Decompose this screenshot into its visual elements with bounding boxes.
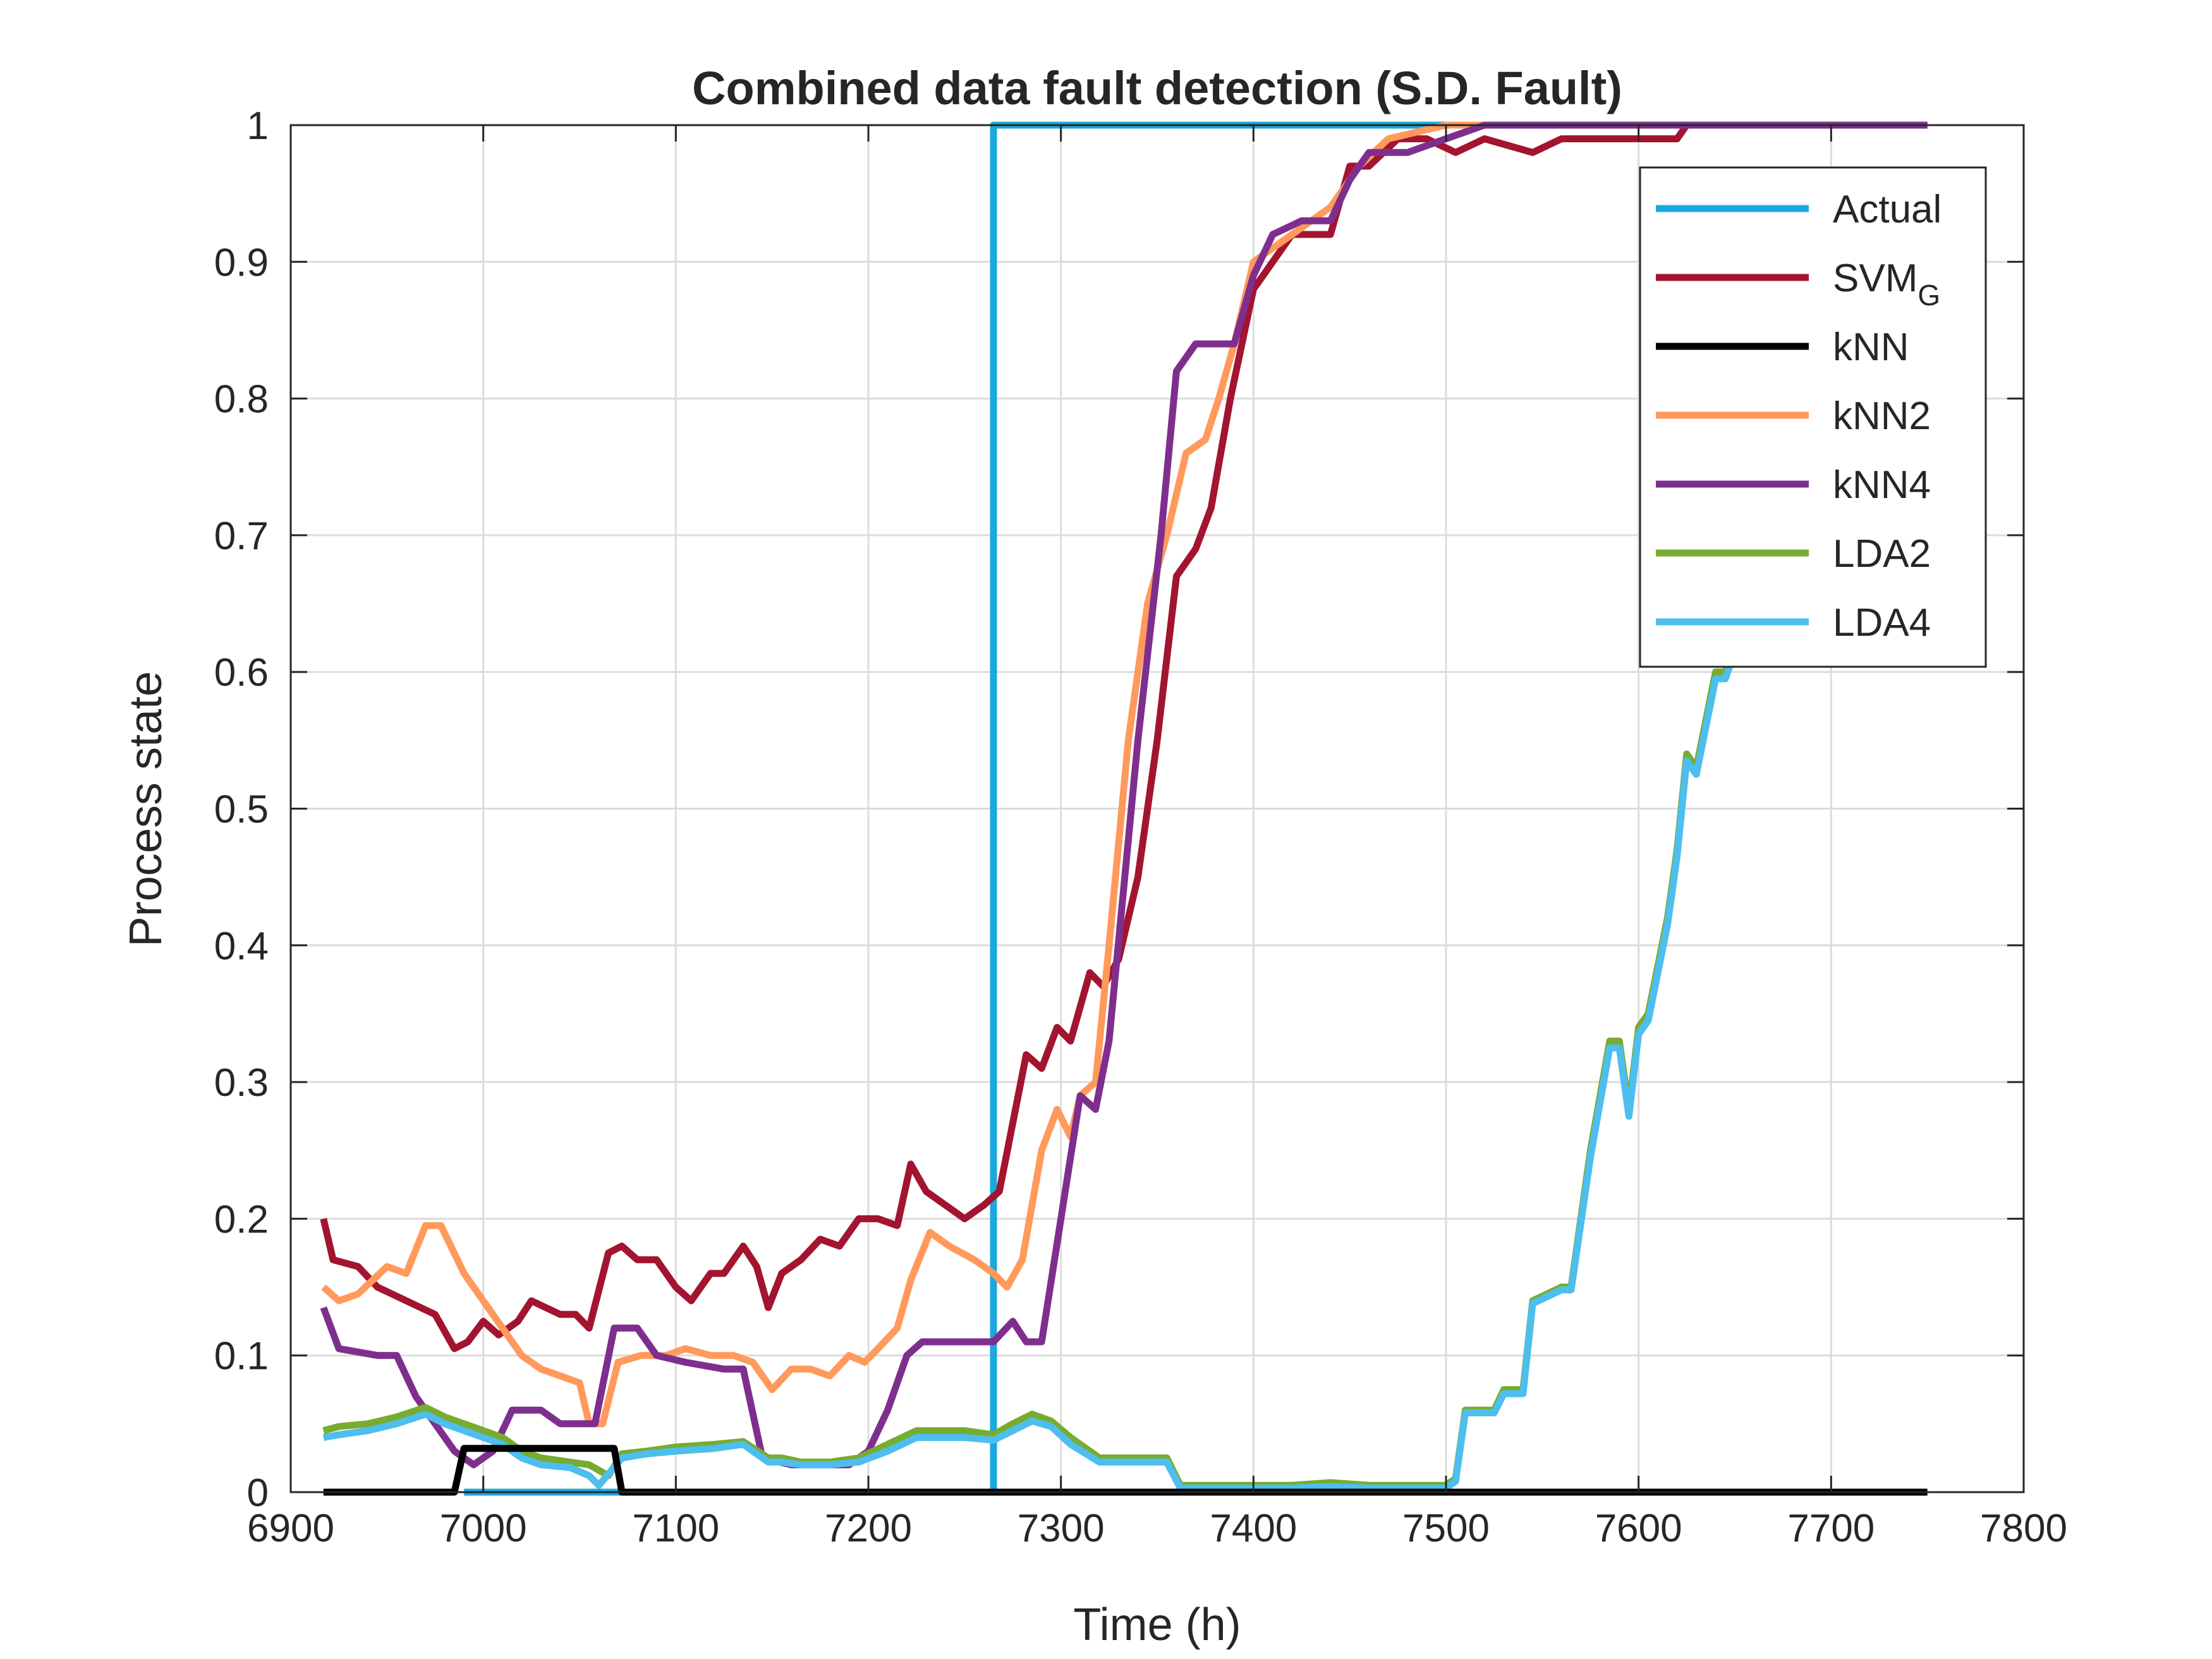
x-tick-label: 7500	[1402, 1507, 1490, 1550]
y-tick-label: 0.4	[214, 925, 269, 968]
legend-label: LDA4	[1833, 601, 1931, 645]
y-tick-label: 0.7	[214, 514, 269, 558]
legend-label-main: LDA4	[1833, 601, 1931, 645]
y-tick-label: 1	[247, 104, 269, 148]
y-tick-label: 0	[247, 1471, 269, 1515]
legend-label-subscript: G	[1917, 279, 1940, 312]
y-tick-label: 0.6	[214, 651, 269, 695]
x-tick-label: 7200	[825, 1507, 912, 1550]
x-tick-label: 7800	[1980, 1507, 2067, 1550]
chart-title: Combined data fault detection (S.D. Faul…	[692, 62, 1622, 114]
x-tick-label: 7000	[440, 1507, 527, 1550]
axis-ticks: 6900 7000 7100 7200 7300 7400 7500 7600 7700 7800…	[214, 104, 2067, 1550]
legend-label-main: kNN2	[1833, 394, 1931, 438]
y-axis-label: Process state	[121, 671, 171, 947]
x-tick-label: 6900	[247, 1507, 334, 1550]
x-tick-label: 7100	[632, 1507, 719, 1550]
legend-label: kNN2	[1833, 394, 1931, 438]
x-tick-label: 7300	[1018, 1507, 1105, 1550]
legend-label: kNN4	[1833, 463, 1931, 507]
series-line-lda4	[322, 650, 1739, 1492]
x-tick-label: 7400	[1210, 1507, 1297, 1550]
legend-label: Actual	[1833, 188, 1942, 231]
legend-label-main: SVM	[1833, 257, 1917, 300]
y-tick-label: 0.2	[214, 1198, 269, 1241]
y-tick-label: 0.1	[214, 1335, 269, 1378]
legend-label-main: kNN4	[1833, 463, 1931, 507]
legend-label: LDA2	[1833, 532, 1931, 576]
legend-label: kNN	[1833, 325, 1909, 369]
legend-label-main: LDA2	[1833, 532, 1931, 576]
y-tick-label: 0.8	[214, 378, 269, 422]
y-tick-label: 0.9	[214, 241, 269, 284]
legend-label: SVMG	[1833, 257, 1940, 312]
x-tick-label: 7700	[1787, 1507, 1875, 1550]
series-line-lda2	[322, 643, 1739, 1489]
y-tick-label: 0.3	[214, 1061, 269, 1105]
x-axis-label: Time (h)	[1073, 1600, 1241, 1650]
series-line-knn4	[320, 121, 1928, 1469]
legend-label-main: Actual	[1833, 188, 1942, 231]
series-line-knn2	[321, 121, 1928, 1428]
y-tick-label: 0.5	[214, 788, 269, 832]
legend-label-main: kNN	[1833, 325, 1909, 369]
x-tick-label: 7600	[1595, 1507, 1682, 1550]
